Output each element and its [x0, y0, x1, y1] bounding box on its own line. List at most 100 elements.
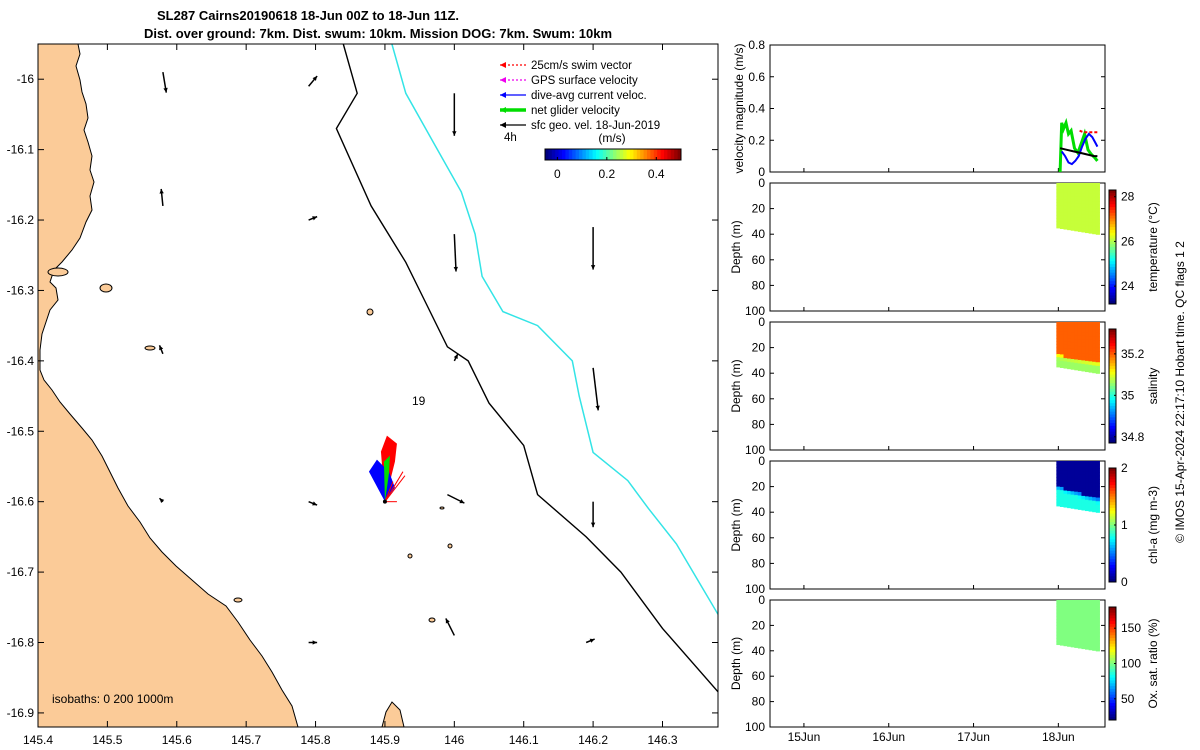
temperature-cell: [1070, 196, 1075, 201]
oxygen-cell: [1059, 638, 1065, 643]
temperature-cell: [1085, 190, 1090, 195]
salinity-cell: [1056, 341, 1061, 345]
velocity-series: [1058, 117, 1099, 173]
chl-a-colorbar-cell: [1109, 539, 1116, 543]
salinity-cell: [1059, 341, 1065, 346]
salinity-cell: [1063, 338, 1068, 343]
oxygen-cell: [1059, 632, 1065, 636]
temperature-cell: [1081, 217, 1086, 222]
oxygen-cell: [1059, 641, 1065, 646]
y-tick-label: 0.6: [748, 70, 765, 84]
salinity-cell: [1085, 353, 1090, 358]
salinity-cell: [1070, 362, 1075, 367]
salinity-colorbar-cell: [1109, 329, 1116, 333]
oxygen-cell: [1081, 617, 1086, 622]
temperature-colorbar-cell: [1109, 201, 1116, 205]
salinity-cell: [1063, 351, 1068, 356]
salinity-cell: [1063, 348, 1068, 353]
salinity-colorbar-cell: [1109, 348, 1116, 353]
salinity-cell: [1063, 328, 1068, 333]
y-tick-label: 0.8: [748, 38, 765, 52]
oxygen-cell: [1067, 623, 1072, 627]
chl-a-cell: [1074, 505, 1079, 510]
temperature-cell: [1092, 190, 1097, 195]
salinity-cell: [1067, 351, 1072, 356]
temperature-colorbar-cell: [1109, 215, 1116, 219]
temperature-cell: [1092, 183, 1097, 188]
temperature-colorbar-cell: [1109, 224, 1116, 228]
y-tick-label: -16.2: [7, 213, 35, 227]
salinity-cell: [1088, 361, 1093, 366]
temperature-cell: [1074, 186, 1079, 191]
temperature-cell: [1092, 215, 1097, 220]
colorbar-tick-label: 1: [1121, 518, 1128, 532]
oxygen-cell: [1056, 609, 1061, 614]
temperature-cell: [1077, 203, 1083, 208]
temperature-cell: [1081, 203, 1086, 209]
oxygen-colorbar-cell: [1109, 649, 1116, 653]
chl-a-cell: [1067, 467, 1072, 472]
chl-a-colorbar-cell: [1109, 536, 1116, 540]
temperature-cell: [1074, 223, 1079, 228]
salinity-cell: [1085, 336, 1090, 341]
salinity-cell: [1085, 332, 1090, 337]
island: [99, 283, 113, 293]
salinity-cell: [1063, 325, 1068, 330]
temperature-cell: [1085, 207, 1090, 212]
chl-a-cell: [1067, 497, 1072, 502]
chl-a-cell: [1081, 471, 1086, 476]
x-tick-label: 146.3: [647, 733, 677, 747]
temperature-colorbar-cell: [1109, 292, 1116, 296]
oxygen-cell: [1063, 632, 1068, 637]
chl-a-cell: [1081, 495, 1086, 500]
temperature-cell: [1088, 222, 1093, 227]
chl-a-colorbar-cell: [1109, 519, 1116, 523]
chl-a-cell: [1063, 500, 1068, 505]
colorbar-cell: [660, 149, 665, 160]
velocity-series: [1079, 129, 1098, 134]
chl-a-cell: [1095, 501, 1100, 506]
oxygen-colorbar-cell: [1109, 621, 1116, 625]
salinity-colorbar-cell: [1109, 414, 1116, 418]
oxygen-cell: [1095, 621, 1100, 626]
colorbar-tick-label: 35.2: [1121, 347, 1145, 361]
temperature-cell: [1077, 217, 1083, 222]
salinity-cell: [1077, 325, 1083, 330]
oxygen-cell: [1085, 621, 1090, 626]
colorbar-cell: [558, 149, 563, 160]
chl-a-colorbar-cell: [1109, 510, 1116, 515]
temperature-cell: [1088, 190, 1093, 195]
oxygen-cell: [1056, 603, 1061, 607]
oxygen-frame: [769, 599, 1106, 728]
salinity-colorbar-cell: [1109, 357, 1116, 361]
chl-a-cell: [1085, 475, 1090, 480]
salinity-cell: [1070, 332, 1075, 337]
chl-a-colorbar-cell: [1109, 525, 1116, 529]
salinity-cell: [1081, 325, 1086, 330]
oxygen-cell: [1081, 606, 1086, 611]
temperature-cell: [1088, 225, 1093, 231]
map-plot-area: [38, 44, 718, 727]
temperature-ylabel: Depth (m): [729, 220, 743, 273]
temperature-cell: [1085, 186, 1090, 191]
oxygen-cell: [1063, 609, 1068, 614]
chl-a-colorbar-cell: [1109, 573, 1116, 577]
chl-a-cell: [1095, 508, 1100, 513]
temperature-cell: [1081, 189, 1086, 195]
salinity-cell: [1070, 365, 1075, 370]
chl-a-cell: [1070, 498, 1075, 502]
chl-a-colorbar-cell: [1109, 522, 1116, 526]
chl-a-cell: [1070, 467, 1075, 472]
colorbar-tick-label: 35: [1121, 388, 1135, 402]
chl-a-cell: [1063, 480, 1068, 485]
oxygen-colorbar-cell: [1109, 657, 1116, 662]
oxygen-cell: [1063, 603, 1068, 608]
time-label: 4h: [504, 132, 517, 144]
y-tick-label: 80: [752, 556, 766, 570]
temperature-colorbar-frame: [1108, 189, 1117, 305]
oxygen-colorbar-cell: [1109, 632, 1116, 636]
colorbar-cell: [579, 149, 583, 160]
temperature-cell: [1088, 193, 1093, 198]
oxygen-cell: [1085, 631, 1090, 636]
salinity-cell: [1077, 332, 1083, 337]
